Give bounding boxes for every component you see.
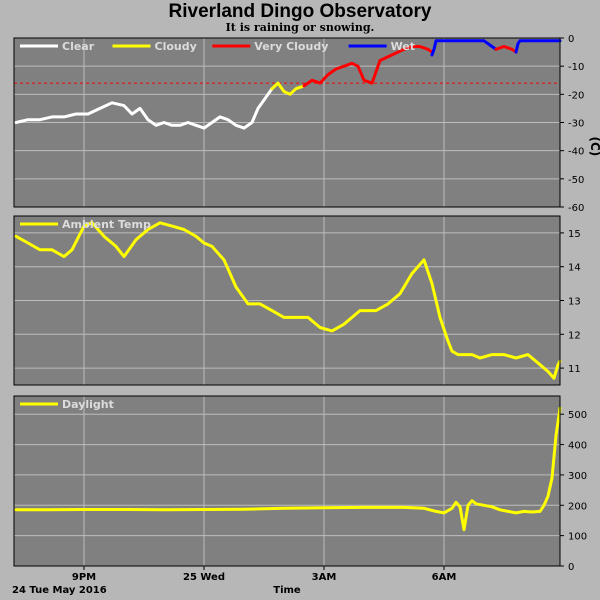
y-tick-label: 0 [568,34,574,45]
y-tick-label: 0 [568,562,574,573]
y-tick-label: 300 [568,471,587,482]
daylight-panel: 0 100 200 300 400 500 Daylight [13,395,587,573]
y-tick-label: 100 [568,532,587,543]
series-line-cloudy [270,81,306,96]
x-axis: 9PM 25 Wed 3AM 6AM 24 Tue May 2016 Time [12,566,456,596]
legend-label: Very Cloudy [254,40,328,53]
y-tick-label: -60 [568,203,584,214]
y-tick-label: 500 [568,410,587,421]
page-title: Riverland Dingo Observatory [168,1,432,22]
y-axis-unit-label: (C) [588,137,600,157]
y-tick-label: 12 [568,330,581,341]
y-tick-label: 13 [568,297,581,308]
series-line-wet [430,39,498,57]
series-line-ambient-temp [14,221,562,380]
x-tick-label: 25 Wed [183,572,225,583]
legend-label: Clear [62,40,95,53]
ambient-panel: 11 12 13 14 15 Ambient Temp [13,215,581,386]
y-tick-label: -50 [568,175,584,186]
y-tick-label: 15 [568,229,581,240]
legend-label: Cloudy [155,40,197,53]
x-tick-label: 6AM [432,572,457,583]
y-tick-label: -40 [568,147,584,158]
series-line-daylight [14,406,562,532]
sky-panel: 0 -10 -20 -30 -40 -50 -60 Clear Cloudy Very Cloud… [13,34,600,214]
legend-label: Wet [391,40,415,53]
series-line-clear [14,87,274,130]
y-tick-label: 200 [568,501,587,512]
date-label: 24 Tue May 2016 [12,585,107,596]
sky-plot-border [13,37,561,208]
y-tick-label: -30 [568,119,584,130]
x-axis-label: Time [273,585,301,596]
series-line-very-cloudy [494,45,518,54]
legend-label: Ambient Temp [62,218,151,231]
series-line-very-cloudy [302,45,434,88]
y-tick-label: -20 [568,90,584,101]
y-tick-label: -10 [568,62,584,73]
x-tick-label: 9PM [72,572,96,583]
legend-label: Daylight [62,398,114,411]
x-tick-label: 3AM [312,572,337,583]
y-tick-label: 14 [568,263,581,274]
ambient-plot-border [13,215,561,386]
series-line-wet [514,39,562,54]
daylight-plot-border [13,395,561,567]
daylight-plot-area [14,396,560,566]
y-tick-label: 400 [568,441,587,452]
y-tick-label: 11 [568,364,581,375]
page-subtitle: It is raining or snowing. [225,21,375,34]
